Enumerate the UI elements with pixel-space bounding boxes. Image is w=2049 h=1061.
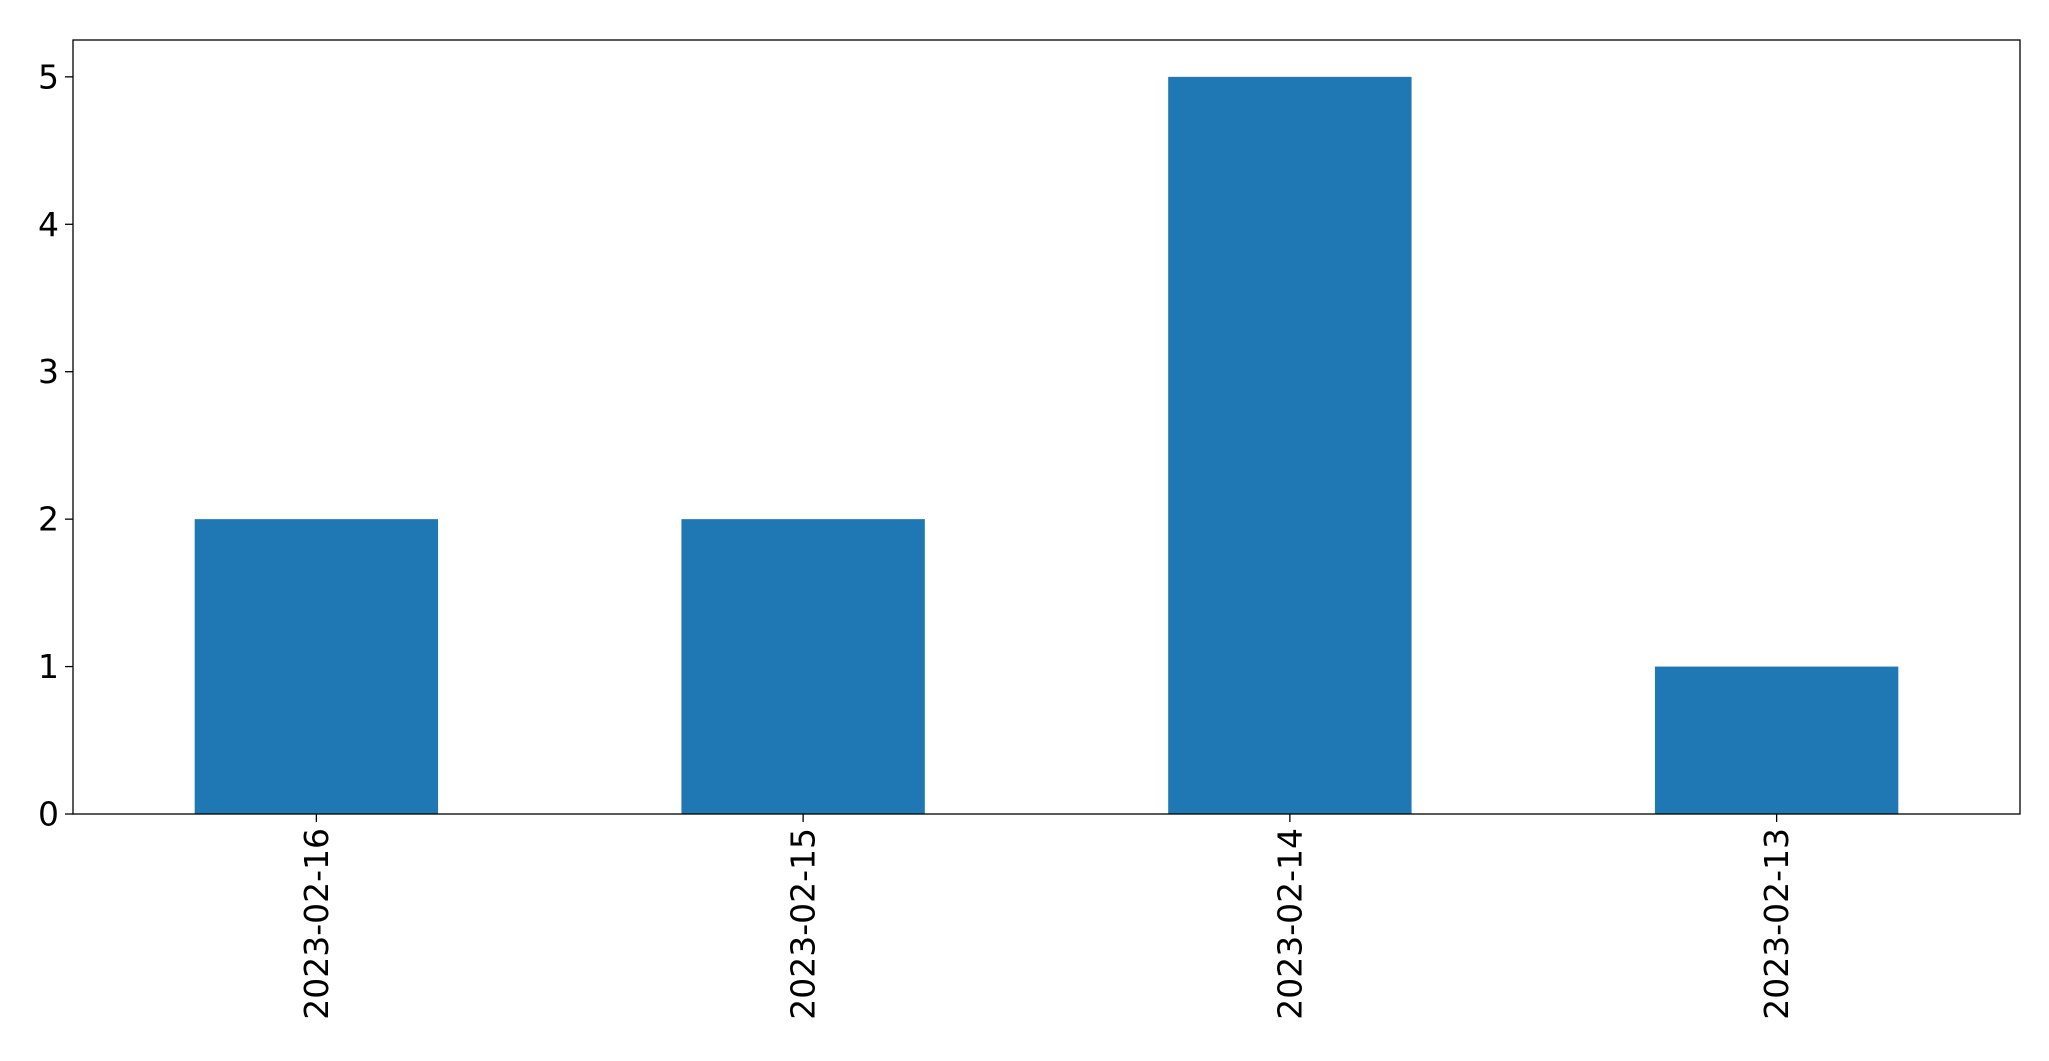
x-tick-label-2023-02-15: 2023-02-15 <box>784 828 823 1020</box>
bar-2023-02-13 <box>1654 666 1899 814</box>
x-tick-label-2023-02-13: 2023-02-13 <box>1757 828 1796 1020</box>
y-tick-label: 1 <box>38 647 59 686</box>
bar-2023-02-16 <box>194 519 439 814</box>
y-tick-label: 5 <box>38 57 59 96</box>
bar-2023-02-14 <box>1168 76 1412 815</box>
x-tick-label-2023-02-16: 2023-02-16 <box>297 828 336 1020</box>
bar-2023-02-15 <box>681 519 925 814</box>
y-tick-label: 0 <box>38 795 59 834</box>
y-tick-label: 4 <box>38 205 59 244</box>
bars-group <box>194 76 1899 815</box>
y-axis-ticks: 0 1 2 3 4 5 <box>38 57 73 834</box>
plot-area-frame <box>72 39 2021 815</box>
y-tick-label: 3 <box>38 352 59 391</box>
x-axis-ticks: 2023-02-16 2023-02-15 2023-02-14 2023-02-13 <box>297 814 1796 1020</box>
y-tick-label: 2 <box>38 500 59 539</box>
x-tick-label-2023-02-14: 2023-02-14 <box>1270 828 1309 1020</box>
